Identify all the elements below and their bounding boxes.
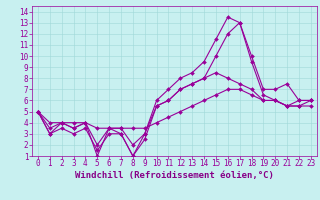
X-axis label: Windchill (Refroidissement éolien,°C): Windchill (Refroidissement éolien,°C) — [75, 171, 274, 180]
